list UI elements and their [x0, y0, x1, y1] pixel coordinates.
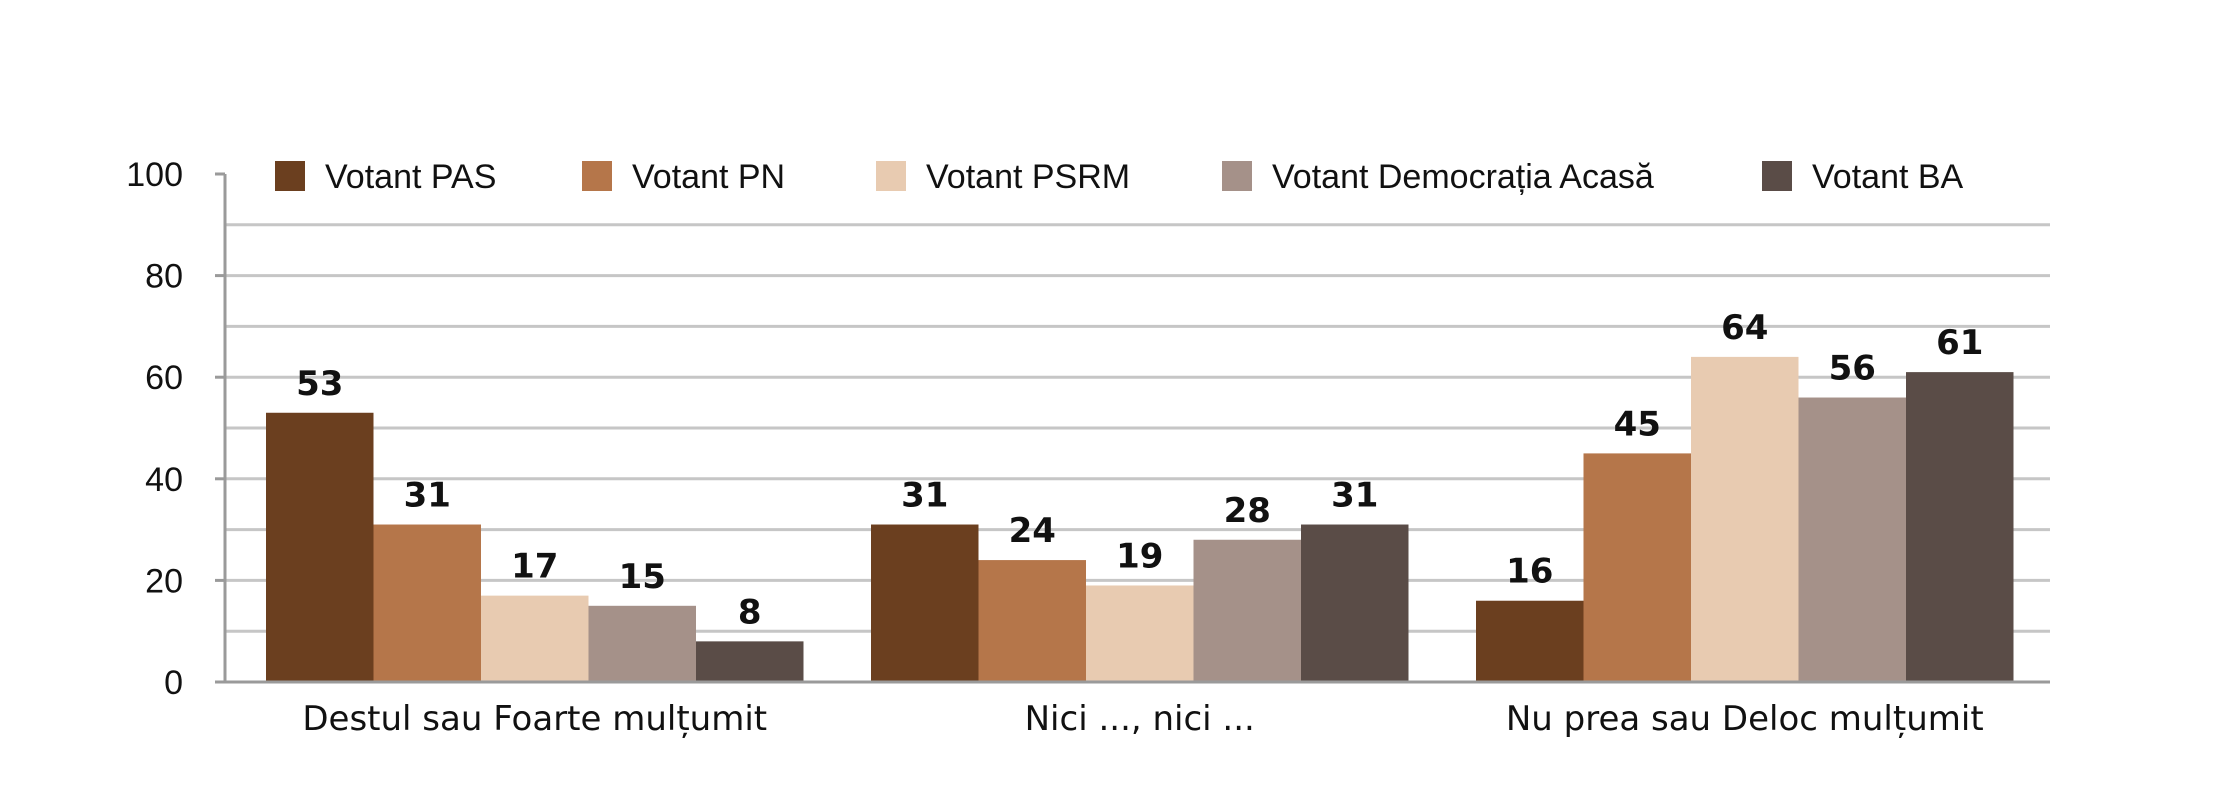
bar: [1086, 585, 1194, 682]
data-label: 17: [511, 547, 558, 587]
legend-label: Votant BA: [1812, 158, 1964, 196]
category-label: Destul sau Foarte mulțumit: [302, 699, 767, 739]
y-tick-label: 0: [164, 664, 183, 702]
bar: [266, 412, 374, 682]
bar: [1691, 356, 1799, 682]
data-label: 45: [1614, 404, 1661, 444]
bar: [588, 605, 696, 682]
legend-swatch: [275, 161, 305, 191]
bar: [978, 560, 1086, 682]
bars: [266, 356, 2014, 682]
legend-swatch: [1222, 161, 1252, 191]
y-tick-label: 40: [145, 461, 183, 499]
legend-swatch: [876, 161, 906, 191]
data-label: 56: [1829, 349, 1876, 389]
data-label: 15: [619, 557, 666, 597]
y-tick-label: 80: [145, 258, 183, 296]
data-label: 53: [296, 364, 343, 404]
legend-label: Votant PSRM: [926, 158, 1130, 196]
bar: [871, 524, 979, 682]
data-label: 19: [1116, 536, 1163, 576]
legend-swatch: [582, 161, 612, 191]
y-tick-label: 60: [145, 359, 183, 397]
category-label: Nici ..., nici ...: [1025, 699, 1255, 739]
data-label: 31: [404, 476, 451, 516]
y-tick-label: 100: [126, 156, 183, 194]
bar: [1301, 524, 1409, 682]
data-label: 64: [1721, 308, 1768, 348]
data-labels: 53 31 16 31 24 45 17 19 64 15 28 56 8 31 61: [296, 308, 1983, 632]
legend-label: Votant PN: [632, 158, 785, 196]
y-tick-label: 20: [145, 562, 183, 600]
data-label: 61: [1936, 323, 1983, 363]
bar: [373, 524, 481, 682]
axes: 0 20 40 60 80 100 Destul sau Foarte mulțumit Ni…: [126, 156, 2050, 739]
legend-label: Votant PAS: [325, 158, 496, 196]
legend-swatch: [1762, 161, 1792, 191]
bar: [1476, 600, 1584, 682]
bar: [1583, 453, 1691, 682]
data-label: 28: [1224, 491, 1271, 531]
category-label: Nu prea sau Deloc mulțumit: [1506, 699, 1984, 739]
bar: [696, 641, 804, 682]
bar: [481, 595, 589, 682]
data-label: 31: [1331, 476, 1378, 516]
legend: Votant PAS Votant PN Votant PSRM Votant Dem…: [275, 158, 1964, 196]
data-label: 16: [1506, 552, 1553, 592]
data-label: 24: [1009, 511, 1056, 551]
bar: [1798, 397, 1906, 682]
bar: [1193, 539, 1301, 682]
bar: [1906, 372, 2014, 682]
data-label: 31: [901, 476, 948, 516]
legend-label: Votant Democrația Acasă: [1272, 158, 1654, 196]
data-label: 8: [738, 592, 762, 632]
gridlines: [225, 223, 2050, 633]
